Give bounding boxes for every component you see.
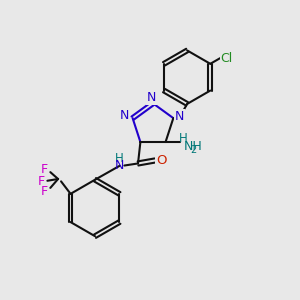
Text: Cl: Cl <box>220 52 233 65</box>
Text: F: F <box>38 175 45 188</box>
Text: O: O <box>156 154 166 167</box>
Text: N: N <box>115 159 124 172</box>
Text: 2: 2 <box>191 145 197 155</box>
Text: N: N <box>175 110 184 123</box>
Text: H: H <box>179 132 188 145</box>
Text: N: N <box>120 109 129 122</box>
Text: F: F <box>41 163 48 176</box>
Text: NH: NH <box>183 140 202 153</box>
Text: H: H <box>115 152 124 165</box>
Text: F: F <box>41 185 48 198</box>
Text: N: N <box>147 91 156 104</box>
